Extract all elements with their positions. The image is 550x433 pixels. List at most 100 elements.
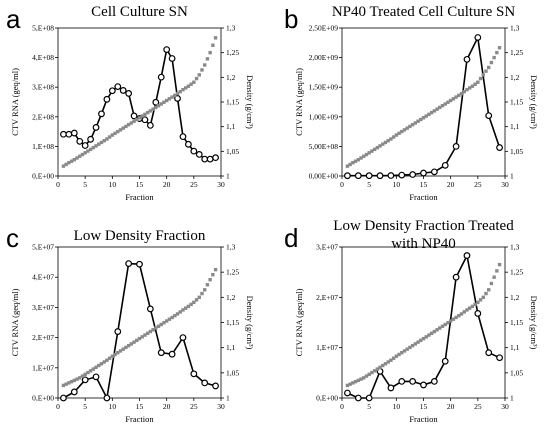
density-point <box>170 95 174 99</box>
rna-point <box>136 260 143 268</box>
density-point <box>186 84 191 88</box>
chart-panel-d: d Low Density Fraction Treated with NP40 0 5… <box>284 218 539 424</box>
rna-point <box>344 172 351 180</box>
density-point <box>353 159 358 163</box>
rna-point <box>119 87 127 94</box>
chart-panel-b: b NP40 Treated Cell Culture SN 0 5 10 15 20 25 3… <box>284 4 539 202</box>
density-point <box>194 76 199 81</box>
density-point <box>394 354 399 358</box>
y-axis-label: CTV RNA (geq/ml) <box>294 288 304 356</box>
x-tick-label: 30 <box>501 402 509 411</box>
density-point <box>478 76 483 81</box>
density-point <box>410 343 415 348</box>
density-point <box>126 122 131 127</box>
y2-tick-label: 1,05 <box>226 368 239 377</box>
density-point <box>459 312 464 316</box>
y2-tick-label: 1,15 <box>510 318 523 327</box>
density-point <box>129 342 134 346</box>
x-axis-label: Fraction <box>125 192 154 202</box>
density-point <box>200 68 204 72</box>
density-point <box>429 110 434 115</box>
density-point <box>67 160 71 165</box>
y2-tick-label: 1,1 <box>510 122 520 131</box>
density-point <box>389 358 393 362</box>
density-point <box>416 340 420 344</box>
density-point <box>126 343 131 348</box>
rna-point <box>430 377 438 385</box>
x-tick-label: 30 <box>217 402 225 411</box>
density-point <box>194 298 199 302</box>
density-point <box>421 116 426 120</box>
x-tick-label: 0 <box>340 402 344 411</box>
density-point <box>448 98 453 103</box>
density-point <box>145 110 150 115</box>
density-point <box>394 133 399 137</box>
rna-point <box>474 310 482 317</box>
density-point <box>383 140 388 145</box>
density-point <box>97 363 101 368</box>
x-tick-label: 10 <box>109 402 117 411</box>
y2-tick-label: 1 <box>226 172 230 181</box>
x-tick-label: 20 <box>447 180 455 189</box>
density-point <box>64 382 68 386</box>
rna-point <box>409 171 417 178</box>
rna-point <box>76 137 84 145</box>
density-point <box>69 379 74 384</box>
density-point <box>83 151 87 155</box>
density-point <box>356 158 360 162</box>
y2-tick-label: 1,15 <box>510 98 523 107</box>
density-point <box>113 352 117 357</box>
density-point <box>151 107 155 111</box>
density-point <box>424 335 428 339</box>
density-point <box>175 312 180 316</box>
density-point <box>154 326 158 330</box>
rna-point <box>81 376 89 384</box>
density-point <box>80 152 85 157</box>
density-point <box>192 80 196 84</box>
rna-point <box>354 394 362 402</box>
y2-tick-label: 1,3 <box>510 243 520 252</box>
density-point <box>457 93 461 98</box>
x-tick-label: 30 <box>501 180 509 189</box>
density-point <box>413 121 418 125</box>
density-point <box>208 278 212 282</box>
density-point <box>419 338 423 343</box>
y-tick-label: 1,50E+09 <box>309 83 339 92</box>
density-point <box>473 302 477 307</box>
rna-point <box>130 112 138 120</box>
y2-tick-label: 1 <box>510 172 514 181</box>
density-point <box>213 36 218 40</box>
density-point <box>435 328 439 332</box>
density-point <box>213 267 218 272</box>
y-tick-label: 1,E+07 <box>32 363 54 372</box>
rna-point <box>92 124 100 131</box>
density-point <box>162 321 166 325</box>
y-tick-label: 3,E+07 <box>32 303 54 312</box>
density-point <box>484 291 488 296</box>
density-point <box>362 376 366 380</box>
density-point <box>140 335 144 339</box>
rna-point <box>114 328 122 335</box>
density-point <box>132 340 136 344</box>
rna-point <box>70 388 78 396</box>
density-point <box>197 295 201 300</box>
y2-tick-label: 1,2 <box>510 73 520 82</box>
density-point <box>478 298 483 302</box>
density-point <box>364 152 369 157</box>
density-point <box>362 154 366 158</box>
density-point <box>470 304 475 309</box>
rna-point <box>157 349 165 357</box>
density-point <box>402 349 407 353</box>
density-point <box>489 60 494 65</box>
x-tick-label: 15 <box>420 402 428 411</box>
density-point <box>410 122 415 127</box>
density-point <box>110 354 115 358</box>
density-point <box>164 98 169 103</box>
y2-tick-label: 1,3 <box>226 24 236 33</box>
panel-letter: a <box>6 4 21 34</box>
rna-point <box>496 354 503 362</box>
density-point <box>159 322 163 327</box>
density-point <box>181 308 185 312</box>
x-tick-label: 30 <box>217 180 225 189</box>
chart-panel-c: c Low Density Fraction 0 5 10 15 20 25 30 0,E+00 1… <box>6 223 255 424</box>
